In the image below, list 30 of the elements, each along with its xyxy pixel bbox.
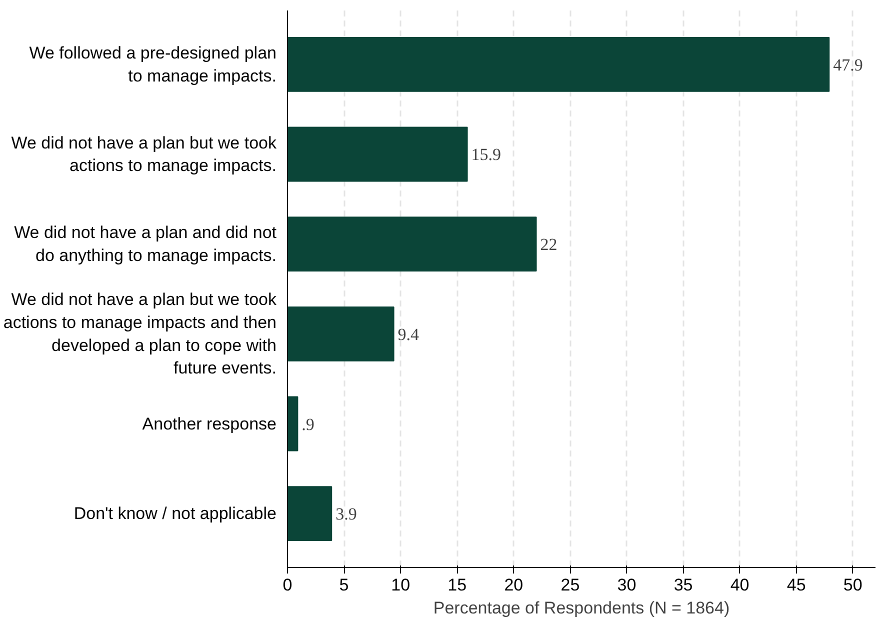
x-tick-label: 0 (282, 576, 292, 594)
bar (288, 216, 537, 272)
data-label: 15.9 (471, 145, 502, 164)
y-tick-label: We did not have a plan and did not do anything to manage impacts. (14, 223, 277, 265)
x-tick-label: 40 (730, 576, 750, 594)
bar (288, 36, 830, 92)
bar (288, 126, 468, 182)
data-label: .9 (302, 414, 314, 434)
x-tick-label: 25 (560, 576, 580, 594)
y-tick-label: We followed a pre-designed plan to manage impacts. (29, 44, 277, 86)
y-tick-label: We did not have a plan but we took actions to manage impacts. (11, 133, 277, 176)
x-tick-label: 20 (504, 576, 524, 594)
y-tick-label: We did not have a plan but we took actions to manage impacts and then developed a plan to cope with future events. (3, 290, 277, 378)
bar (288, 306, 394, 362)
data-label: 9.4 (398, 324, 420, 344)
x-axis-title: Percentage of Respondents (N = 1864) (433, 598, 730, 618)
x-tick-label: 50 (843, 576, 862, 594)
x-tick-label: 45 (786, 576, 806, 594)
data-label: 47.9 (833, 55, 863, 74)
data-label: 3.9 (336, 504, 357, 524)
x-tick-label: 5 (339, 576, 349, 594)
data-label: 22 (540, 235, 558, 254)
y-tick-label: Another response (142, 414, 277, 434)
x-tick-label: 30 (617, 576, 636, 594)
bar (288, 396, 298, 452)
x-tick-label: 35 (674, 576, 693, 594)
y-tick-label: Don't know / not applicable (74, 504, 277, 524)
bar (288, 486, 332, 542)
x-tick-label: 10 (391, 576, 410, 594)
x-tick-label: 15 (448, 576, 467, 594)
